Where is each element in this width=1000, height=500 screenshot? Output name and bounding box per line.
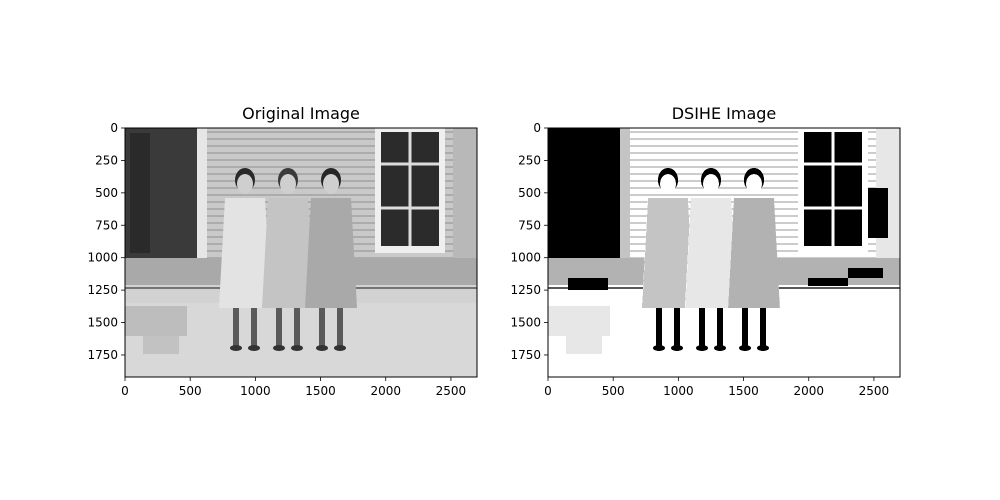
girl-leg (656, 308, 662, 346)
photo-original (125, 128, 477, 377)
post (197, 128, 207, 263)
door-frame (130, 133, 150, 253)
girl-shoe (696, 345, 708, 351)
artifact (868, 188, 888, 238)
y-tick-label: 250 (518, 153, 541, 167)
girl-face (660, 174, 676, 194)
y-tick-label: 1000 (87, 251, 118, 265)
artifact (848, 268, 883, 278)
girl-shoe (248, 345, 260, 351)
x-axis: 0 500 1000 1500 2000 2500 (121, 377, 466, 398)
girl-dress (642, 198, 694, 308)
girl-dress (262, 198, 314, 308)
girl-leg (760, 308, 766, 346)
door-frame (553, 133, 573, 253)
photo-content (548, 128, 900, 377)
house-corner (453, 128, 477, 263)
step-block (566, 336, 602, 354)
y-tick-label: 750 (518, 218, 541, 232)
y-tick-label: 1000 (510, 251, 541, 265)
y-tick-label: 1500 (510, 316, 541, 330)
x-axis: 0 500 1000 1500 2000 2500 (544, 377, 889, 398)
girl-face (237, 174, 253, 194)
girl-leg (319, 308, 325, 346)
girl-face (746, 174, 762, 194)
girl-shoe (334, 345, 346, 351)
y-tick-label: 0 (110, 121, 118, 135)
photo-content (125, 128, 477, 377)
girl-shoe (714, 345, 726, 351)
step-block (125, 306, 187, 336)
y-axis: 0 250 500 750 1000 1250 1500 1750 (87, 121, 125, 362)
panel-title: DSIHE Image (672, 104, 777, 123)
x-tick-label: 1500 (305, 384, 336, 398)
girl-leg (294, 308, 300, 346)
girl-dress (305, 198, 357, 308)
step-block (548, 306, 610, 336)
y-tick-label: 500 (95, 186, 118, 200)
x-tick-label: 2500 (436, 384, 467, 398)
x-tick-label: 2500 (859, 384, 890, 398)
x-tick-label: 0 (544, 384, 552, 398)
photo-dsihe (548, 128, 900, 377)
girl-leg (233, 308, 239, 346)
artifact (808, 278, 848, 286)
axes-frame (124, 127, 478, 378)
girl-shoe (230, 345, 242, 351)
y-tick-label: 250 (95, 153, 118, 167)
girl-face (323, 174, 339, 194)
girl-leg (742, 308, 748, 346)
y-tick-label: 750 (95, 218, 118, 232)
girl-leg (251, 308, 257, 346)
x-tick-label: 500 (602, 384, 625, 398)
y-tick-label: 1750 (87, 348, 118, 362)
y-tick-label: 0 (533, 121, 541, 135)
x-tick-label: 1500 (728, 384, 759, 398)
girl-face (280, 174, 296, 194)
y-tick-label: 1250 (510, 283, 541, 297)
y-tick-label: 1750 (510, 348, 541, 362)
y-tick-label: 1500 (87, 316, 118, 330)
girl-leg (276, 308, 282, 346)
x-tick-label: 0 (121, 384, 129, 398)
panel-original: Original Image 0 500 1000 1500 2000 2500 0 250… (87, 104, 478, 398)
girl-leg (674, 308, 680, 346)
girl-shoe (757, 345, 769, 351)
axes-frame (547, 127, 901, 378)
girl-shoe (653, 345, 665, 351)
x-tick-label: 2000 (793, 384, 824, 398)
x-tick-label: 1000 (240, 384, 271, 398)
panel-dsihe: DSIHE Image 0 500 1000 1500 2000 2500 0 250 500… (510, 104, 901, 398)
panel-title: Original Image (242, 104, 360, 123)
girl-dress (219, 198, 271, 308)
artifact (568, 278, 608, 290)
girl-shoe (671, 345, 683, 351)
girl-shoe (739, 345, 751, 351)
x-tick-label: 500 (179, 384, 202, 398)
y-tick-label: 1250 (87, 283, 118, 297)
y-axis: 0 250 500 750 1000 1250 1500 1750 (510, 121, 548, 362)
x-tick-label: 1000 (663, 384, 694, 398)
post (620, 128, 630, 263)
girl-shoe (273, 345, 285, 351)
girl-shoe (291, 345, 303, 351)
step-block (143, 336, 179, 354)
x-tick-label: 2000 (370, 384, 401, 398)
y-tick-label: 500 (518, 186, 541, 200)
girl-dress (685, 198, 737, 308)
girl-face (703, 174, 719, 194)
girl-leg (717, 308, 723, 346)
girl-dress (728, 198, 780, 308)
girl-shoe (316, 345, 328, 351)
girl-leg (699, 308, 705, 346)
girl-leg (337, 308, 343, 346)
